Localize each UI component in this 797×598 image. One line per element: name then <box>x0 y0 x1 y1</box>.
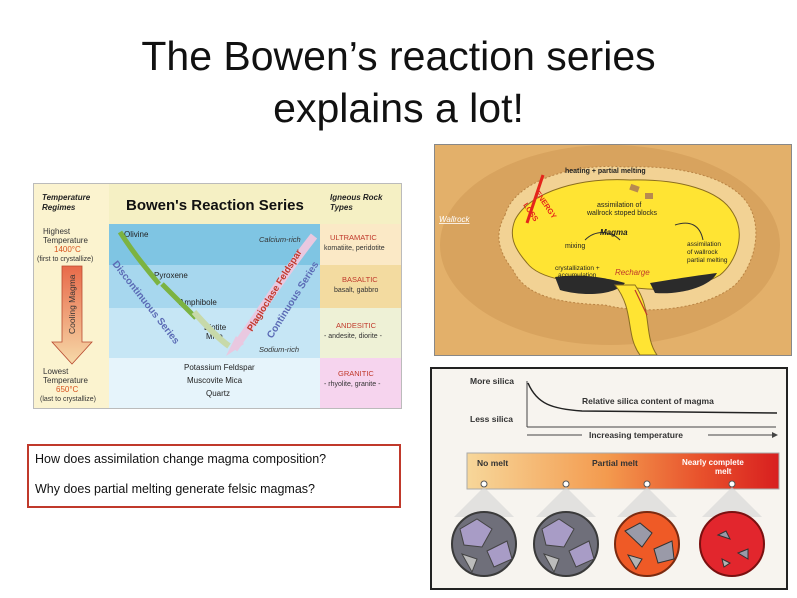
low-temp-value: 650°C <box>56 385 79 394</box>
sample-marker-4 <box>728 480 736 488</box>
mineral-potassium-feldspar: Potassium Feldspar <box>184 363 255 372</box>
discontinuous-arrow-1 <box>117 230 161 286</box>
mineral-quartz: Quartz <box>206 389 230 398</box>
rock-examples-basaltic: basalt, gabbro <box>334 287 378 294</box>
highest-temperature: Highest Temperature <box>43 227 88 245</box>
cooling-magma-label: Cooling Magma <box>67 274 77 334</box>
mineral-band-4 <box>109 358 320 408</box>
continuous-arrow <box>230 233 318 352</box>
continuous-arrowhead <box>226 336 244 356</box>
discontinuous-arrow-3 <box>191 310 231 349</box>
no-melt-label: No melt <box>477 458 508 468</box>
types-header-band <box>320 184 401 224</box>
relative-silica-label: Relative silica content of magma <box>582 396 714 406</box>
sample-marker-2 <box>562 480 570 488</box>
sodium-rich-label: Sodium-rich <box>259 345 299 354</box>
more-silica-label: More silica <box>470 376 514 386</box>
crystal-accumulation-2 <box>650 273 717 294</box>
partial-melt-label: Partial melt <box>592 458 638 468</box>
less-silica-label: Less silica <box>470 414 513 424</box>
silica-curve <box>527 382 778 414</box>
sample-marker-3 <box>643 480 651 488</box>
mixing-arrow <box>584 232 621 241</box>
recharge-label: Recharge <box>615 268 650 277</box>
rock-examples-granitic: - rhyolite, granite - <box>324 381 381 388</box>
rock-band-basaltic <box>320 265 401 308</box>
magma-body <box>511 179 740 290</box>
sample-cone-3 <box>617 487 677 517</box>
mineral-biotite: Biotite <box>204 323 227 332</box>
mineral-amphibole: Amphibole <box>179 298 217 307</box>
silica-partial-melt-diagram: More silica Less silica Relative silica … <box>430 367 788 590</box>
nearly-complete-label: Nearly complete melt <box>682 458 744 476</box>
rock-sample-partial-melt <box>614 511 680 577</box>
recharge-conduit <box>613 284 658 355</box>
temperature-header: Temperature Regimes <box>42 193 91 212</box>
rock-sample-nearly-complete-melt <box>699 511 765 577</box>
crystal-accumulation <box>555 275 625 295</box>
melt-gradient-bar <box>466 452 780 490</box>
title-band <box>109 184 320 224</box>
convection-arrow <box>674 222 704 241</box>
heating-label: heating + partial melting <box>565 168 646 175</box>
stoped-block-2 <box>645 193 653 199</box>
rock-type-granitic: GRANITIC <box>338 369 374 378</box>
slide-title: The Bowen’s reaction series explains a l… <box>0 30 797 134</box>
rock-type-andesitic: ANDESITIC <box>336 321 377 330</box>
bowen-reaction-series-diagram: Temperature Regimes Bowen's Reaction Seri… <box>33 183 402 409</box>
sample-cone-4 <box>702 487 762 517</box>
high-temp-value: 1400°C <box>54 245 81 254</box>
question-box: How does assimilation change magma compo… <box>27 444 401 508</box>
rock-sample-early-melt <box>533 511 599 577</box>
magma-label: Magma <box>600 228 628 237</box>
mineral-band-1 <box>109 224 320 265</box>
mineral-pyroxene: Pyroxene <box>154 271 188 280</box>
sample-marker-1 <box>480 480 488 488</box>
low-temp-note: (last to crystallize) <box>40 396 96 403</box>
stoped-block-1 <box>629 183 640 193</box>
assimilation-right-label: assimilation of wallrock partial melting <box>687 241 728 264</box>
rock-types-header: Igneous Rock Types <box>330 193 383 212</box>
rock-type-basaltic: BASALTIC <box>342 275 378 284</box>
wallrock-label: Wallrock <box>439 215 471 224</box>
question-partial-melting: Why does partial melting generate felsic… <box>35 482 315 496</box>
high-temp-note: (first to crystallize) <box>37 256 93 263</box>
magma-chamber-diagram: Wallrock heating + partial melting assim… <box>434 144 792 356</box>
crystallization-label: crystallization + accumulation <box>555 265 600 279</box>
cooling-arrow <box>51 265 93 365</box>
bowen-title: Bowen's Reaction Series <box>126 197 304 214</box>
lowest-temperature: Lowest Temperature <box>43 367 88 385</box>
sample-cone-2 <box>536 487 596 517</box>
rock-sample-no-melt <box>451 511 517 577</box>
question-assimilation: How does assimilation change magma compo… <box>35 452 327 466</box>
rock-type-ultramatic: ULTRAMATIC <box>330 233 377 242</box>
increasing-temp-label: Increasing temperature <box>589 430 683 440</box>
title-line-2: explains a lot! <box>273 85 524 131</box>
mineral-olivine: Olivine <box>124 230 149 239</box>
recharge-arrow <box>634 289 648 316</box>
rock-examples-ultramatic: komatiite, peridotite <box>324 245 385 252</box>
sample-cone-1 <box>454 487 514 517</box>
title-line-1: The Bowen’s reaction series <box>141 33 656 79</box>
increasing-temp-arrowhead <box>772 432 778 438</box>
calcium-rich-label: Calcium-rich <box>259 235 301 244</box>
assimilation-top-label: assimilation of wallrock stoped blocks <box>586 202 658 217</box>
rock-band-ultramatic <box>320 224 401 265</box>
energy-loss-arrow <box>525 174 545 224</box>
rock-band-andesitic <box>320 308 401 358</box>
rock-examples-andesitic: - andesite, diorite - <box>324 333 383 340</box>
rock-band-granitic <box>320 358 401 408</box>
mixing-label: mixing <box>565 243 585 250</box>
mineral-muscovite-mica: Muscovite Mica <box>187 376 243 385</box>
